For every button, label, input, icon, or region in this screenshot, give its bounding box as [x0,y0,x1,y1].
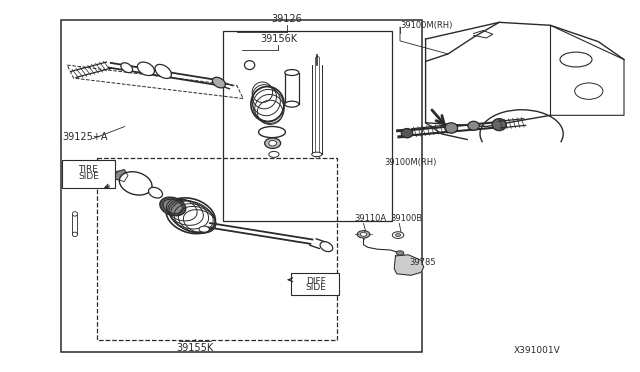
Ellipse shape [445,123,458,133]
Circle shape [575,83,603,99]
Ellipse shape [251,87,284,122]
Circle shape [269,151,279,157]
Text: 39100B: 39100B [390,214,422,223]
Text: SIDE: SIDE [305,283,326,292]
Bar [97,158,337,340]
Ellipse shape [72,232,77,237]
Text: 39125+A: 39125+A [63,132,108,142]
Text: 39155K: 39155K [177,343,214,353]
Text: 39110A: 39110A [355,214,387,223]
Ellipse shape [163,199,182,214]
Ellipse shape [285,101,299,107]
Text: 39156K: 39156K [260,34,297,44]
Ellipse shape [401,129,413,138]
Polygon shape [116,170,128,182]
Circle shape [199,226,209,232]
Text: 39785: 39785 [410,258,436,267]
Circle shape [396,251,404,255]
Polygon shape [394,255,424,275]
Ellipse shape [148,187,163,198]
Circle shape [360,232,367,236]
Ellipse shape [212,77,225,88]
Ellipse shape [312,152,322,157]
Bar [61,20,422,352]
Text: 39100M(RH): 39100M(RH) [400,21,452,30]
Bar [72,214,77,234]
Ellipse shape [285,70,299,76]
Ellipse shape [244,61,255,70]
Ellipse shape [120,172,152,195]
Ellipse shape [160,197,186,216]
Circle shape [396,234,401,237]
Ellipse shape [492,119,506,131]
Ellipse shape [560,52,592,67]
Ellipse shape [138,62,154,76]
Text: X391001V: X391001V [514,346,561,355]
Circle shape [357,231,370,238]
Ellipse shape [265,138,280,148]
Bar [62,160,115,188]
Ellipse shape [269,141,276,146]
Text: 39100M(RH): 39100M(RH) [384,158,436,167]
Ellipse shape [166,198,215,234]
Text: 39126: 39126 [271,14,302,24]
Text: SIDE: SIDE [78,172,99,181]
Bar [291,273,339,295]
Ellipse shape [121,63,132,73]
Bar [285,73,299,104]
Ellipse shape [468,121,479,130]
Ellipse shape [259,126,285,138]
Ellipse shape [72,212,77,216]
Ellipse shape [320,242,333,251]
Text: TIRE: TIRE [78,165,99,174]
Ellipse shape [155,64,172,78]
Circle shape [392,232,404,238]
Text: DIFF: DIFF [306,277,325,286]
Bar [223,31,392,221]
